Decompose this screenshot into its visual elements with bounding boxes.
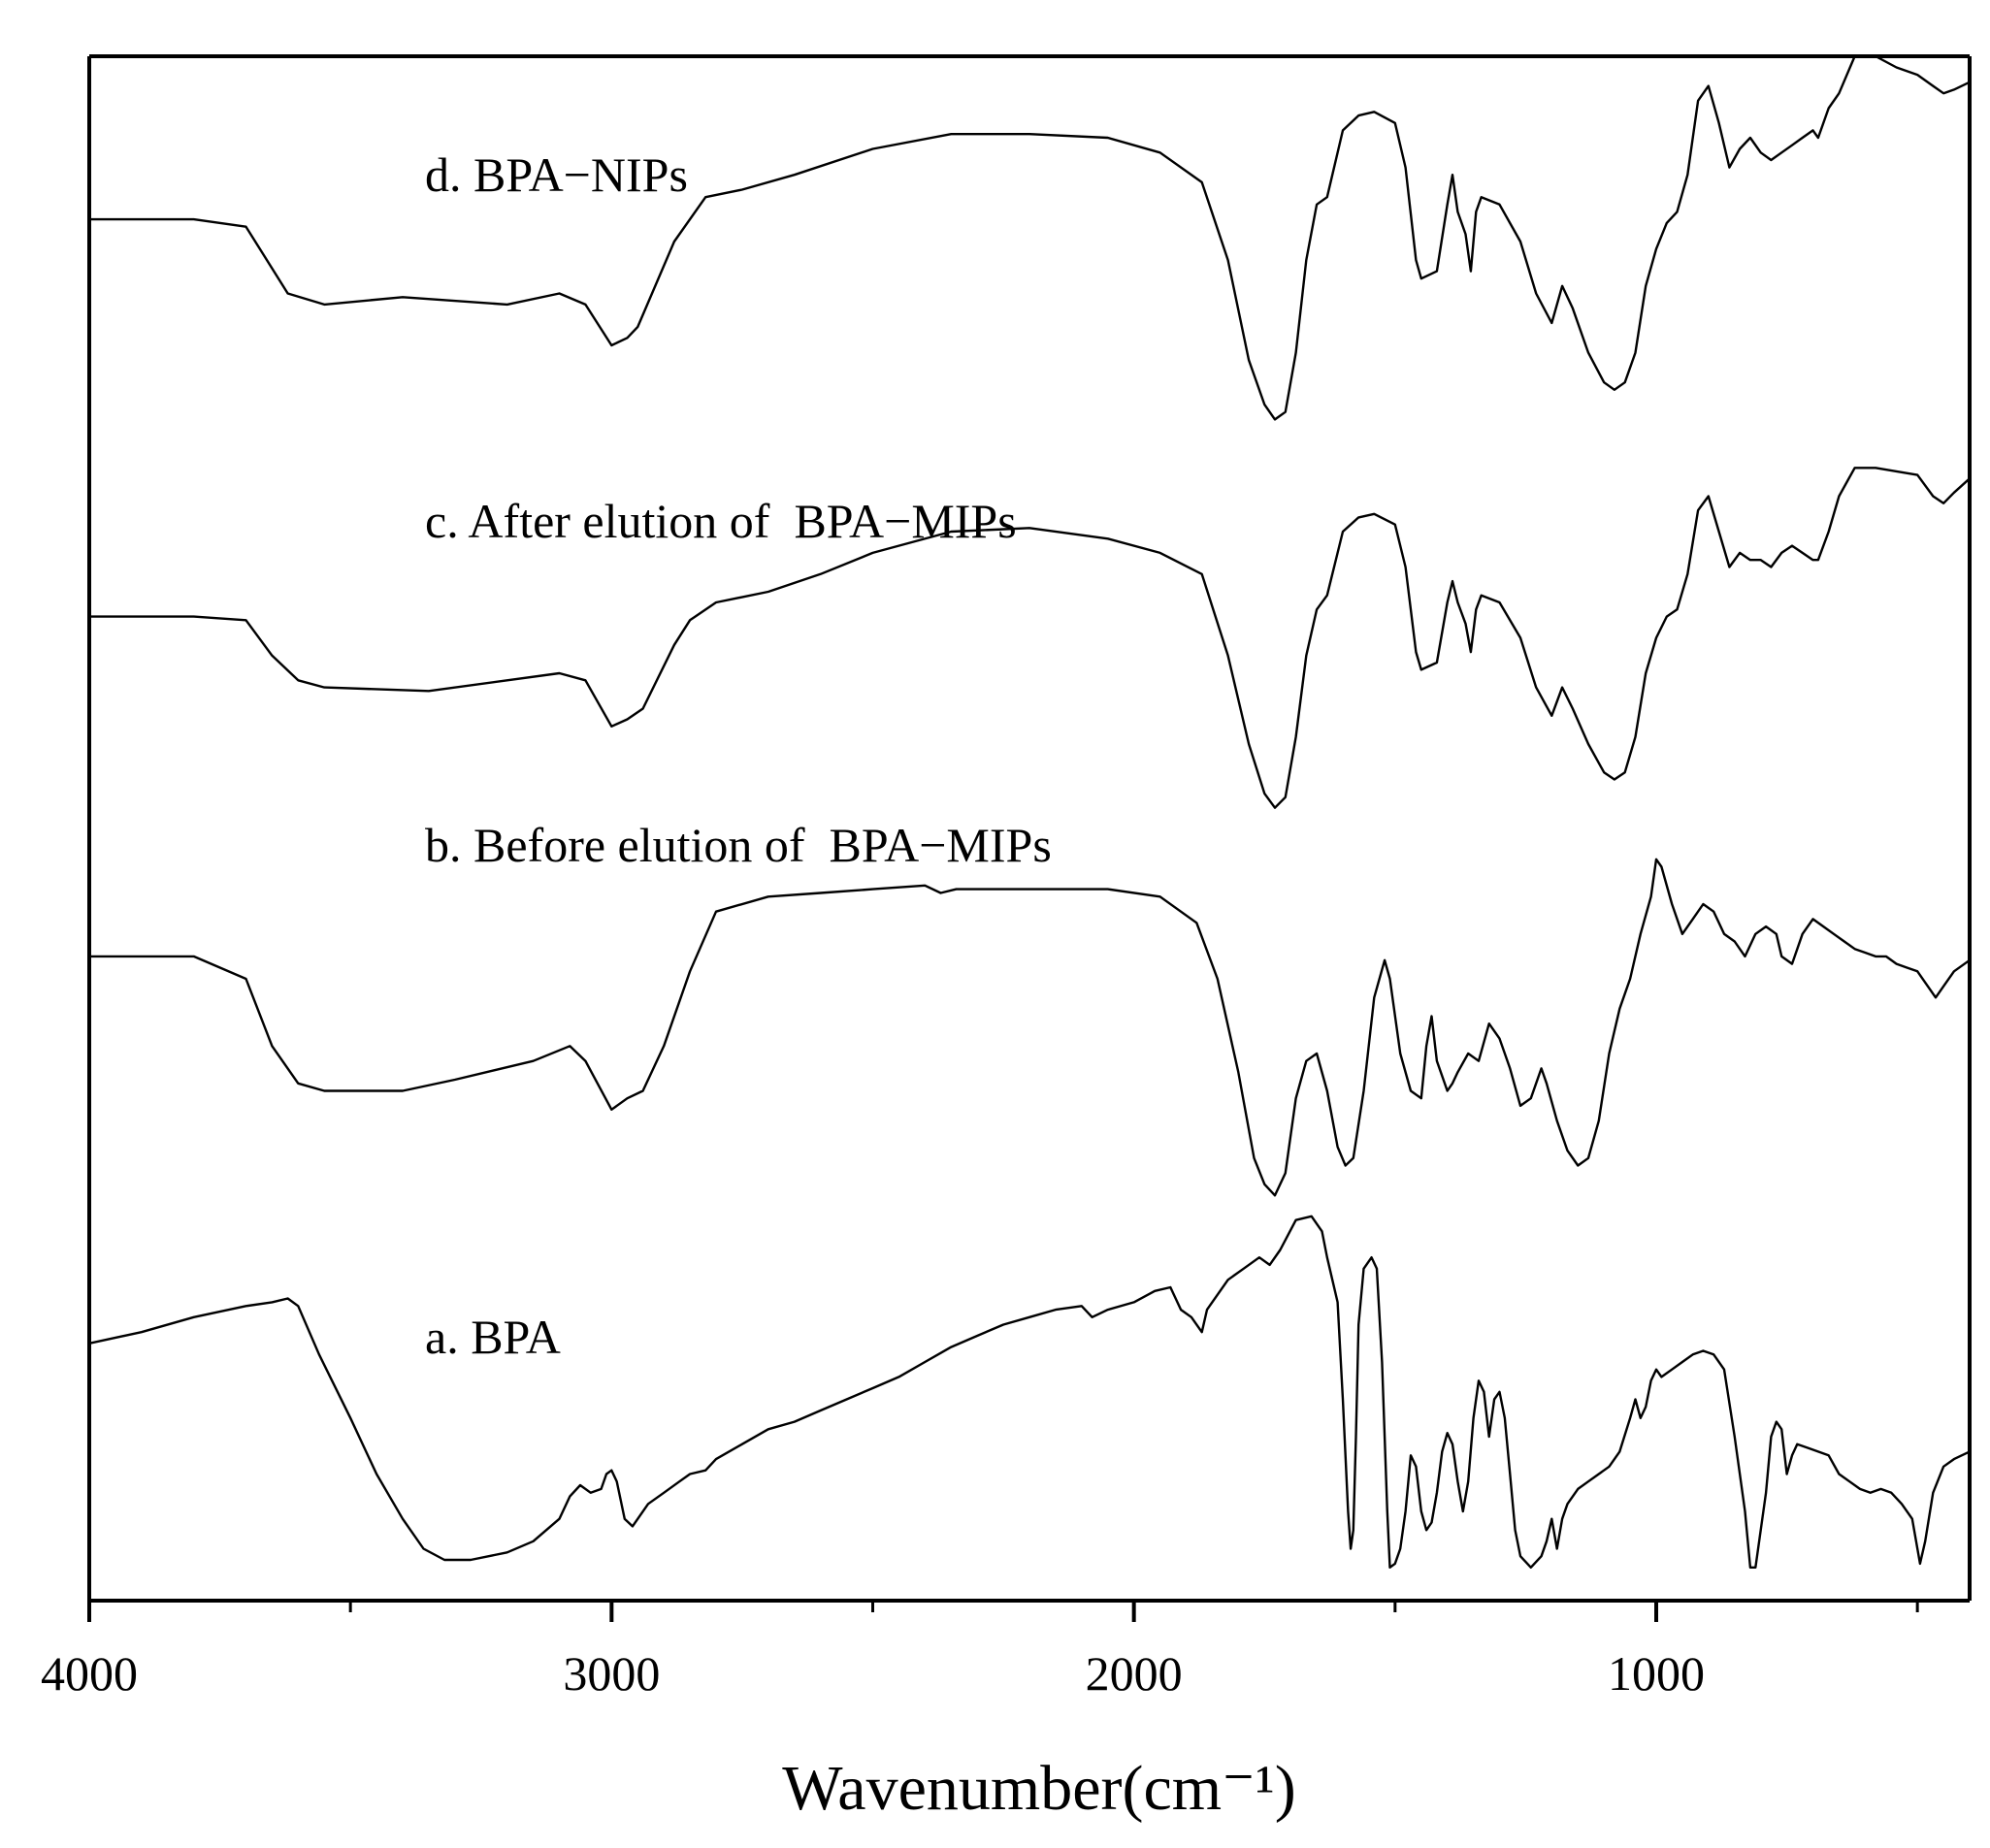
spectrum-line-4: [89, 54, 1971, 421]
series-label-layer: d. BPA−NIPs c. After elution of BPA−MIPs b…: [425, 147, 1052, 1364]
x-axis-title: Wavenumber(cm⁻¹): [782, 1753, 1295, 1824]
x-axis-ticks: 4000 3000 2000 1000: [41, 1601, 1919, 1701]
spectrum-line-1: [88, 1215, 1971, 1569]
spectrum-line-2: [89, 858, 1971, 1197]
series-label-3: c. After elution of BPA−MIPs: [425, 494, 1017, 548]
x-tick-label: 1000: [1608, 1646, 1705, 1701]
series-layer: [88, 54, 1971, 1569]
x-tick-label: 2000: [1086, 1646, 1183, 1701]
series-label-2: b. Before elution of BPA−MIPs: [425, 818, 1052, 872]
spectrum-line-3: [89, 467, 1971, 809]
x-tick-label: 4000: [41, 1646, 138, 1701]
series-label-1: a. BPA: [425, 1310, 561, 1364]
x-tick-label: 3000: [563, 1646, 660, 1701]
series-label-4: d. BPA−NIPs: [425, 147, 688, 202]
